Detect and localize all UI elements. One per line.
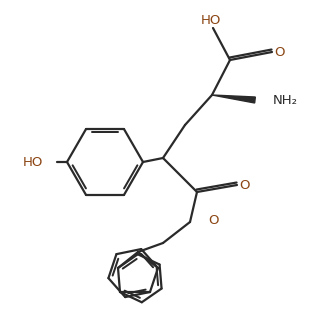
Text: O: O <box>275 45 285 59</box>
Text: O: O <box>208 213 218 226</box>
Text: HO: HO <box>23 156 43 168</box>
Text: NH₂: NH₂ <box>273 93 298 107</box>
Text: O: O <box>240 178 250 192</box>
Text: HO: HO <box>201 14 221 26</box>
Polygon shape <box>212 95 255 103</box>
